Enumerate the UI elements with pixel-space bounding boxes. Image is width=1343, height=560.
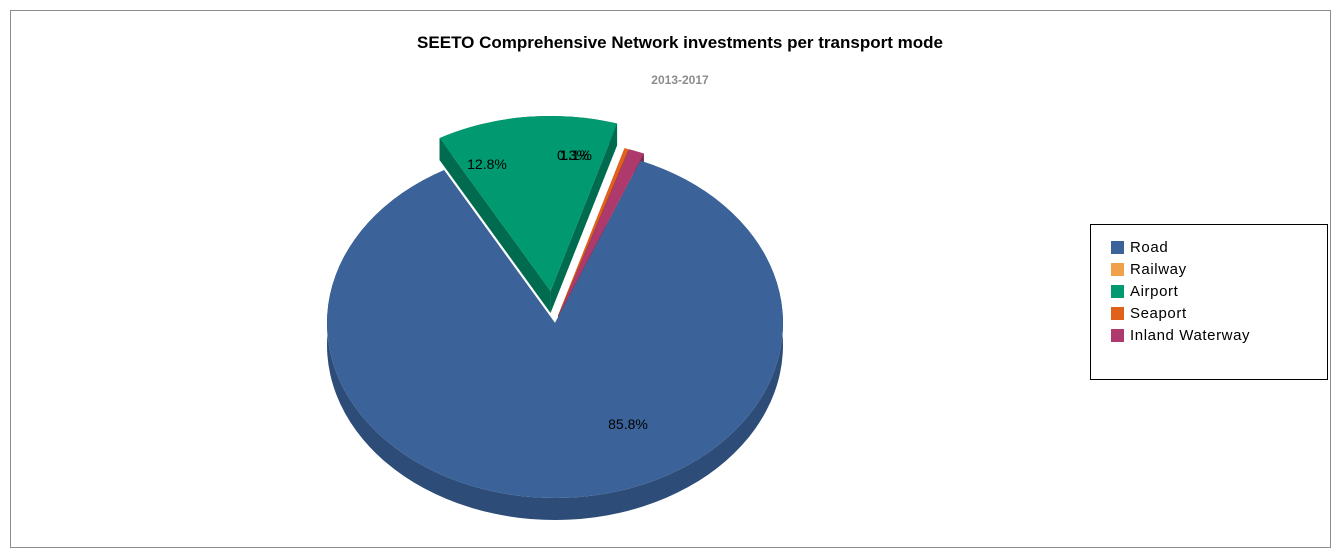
- legend-label-railway: Railway: [1130, 260, 1187, 278]
- legend-label-airport: Airport: [1130, 282, 1179, 300]
- legend-swatch-airport: [1111, 284, 1124, 298]
- slice-wall-airport: [439, 138, 551, 313]
- legend-label-road: Road: [1130, 238, 1169, 256]
- legend-swatch-road: [1111, 240, 1124, 254]
- slice-airport: [439, 115, 618, 291]
- data-label-road: 85.8%: [608, 416, 648, 432]
- legend-label-inland-waterway: Inland Waterway: [1130, 326, 1251, 344]
- chart-subtitle: 2013-2017: [651, 73, 709, 87]
- data-label-inland-waterway: 1.1%: [560, 147, 592, 163]
- data-label-seaport: 0.3%: [557, 147, 589, 163]
- chart-title: SEETO Comprehensive Network investments …: [417, 33, 943, 52]
- slice-seaport: [558, 148, 629, 316]
- legend-swatch-seaport: [1111, 306, 1124, 320]
- legend-label-seaport: Seaport: [1130, 304, 1187, 322]
- slice-road: [327, 160, 783, 498]
- legend-swatch-inland-waterway: [1111, 328, 1124, 342]
- legend-item-inland-waterway: Inland Waterway: [1091, 324, 1327, 346]
- legend-item-seaport: Seaport: [1091, 302, 1327, 324]
- slice-inland-waterway: [558, 149, 644, 316]
- slice-wall-airport: [550, 123, 618, 313]
- data-label-airport: 12.8%: [467, 156, 507, 172]
- legend-item-road: Road: [1091, 236, 1327, 258]
- legend-item-airport: Airport: [1091, 280, 1327, 302]
- legend-swatch-railway: [1111, 262, 1124, 276]
- legend-item-railway: Railway: [1091, 258, 1327, 280]
- legend: Road Railway Airport Seaport Inland Waterway: [1090, 224, 1328, 380]
